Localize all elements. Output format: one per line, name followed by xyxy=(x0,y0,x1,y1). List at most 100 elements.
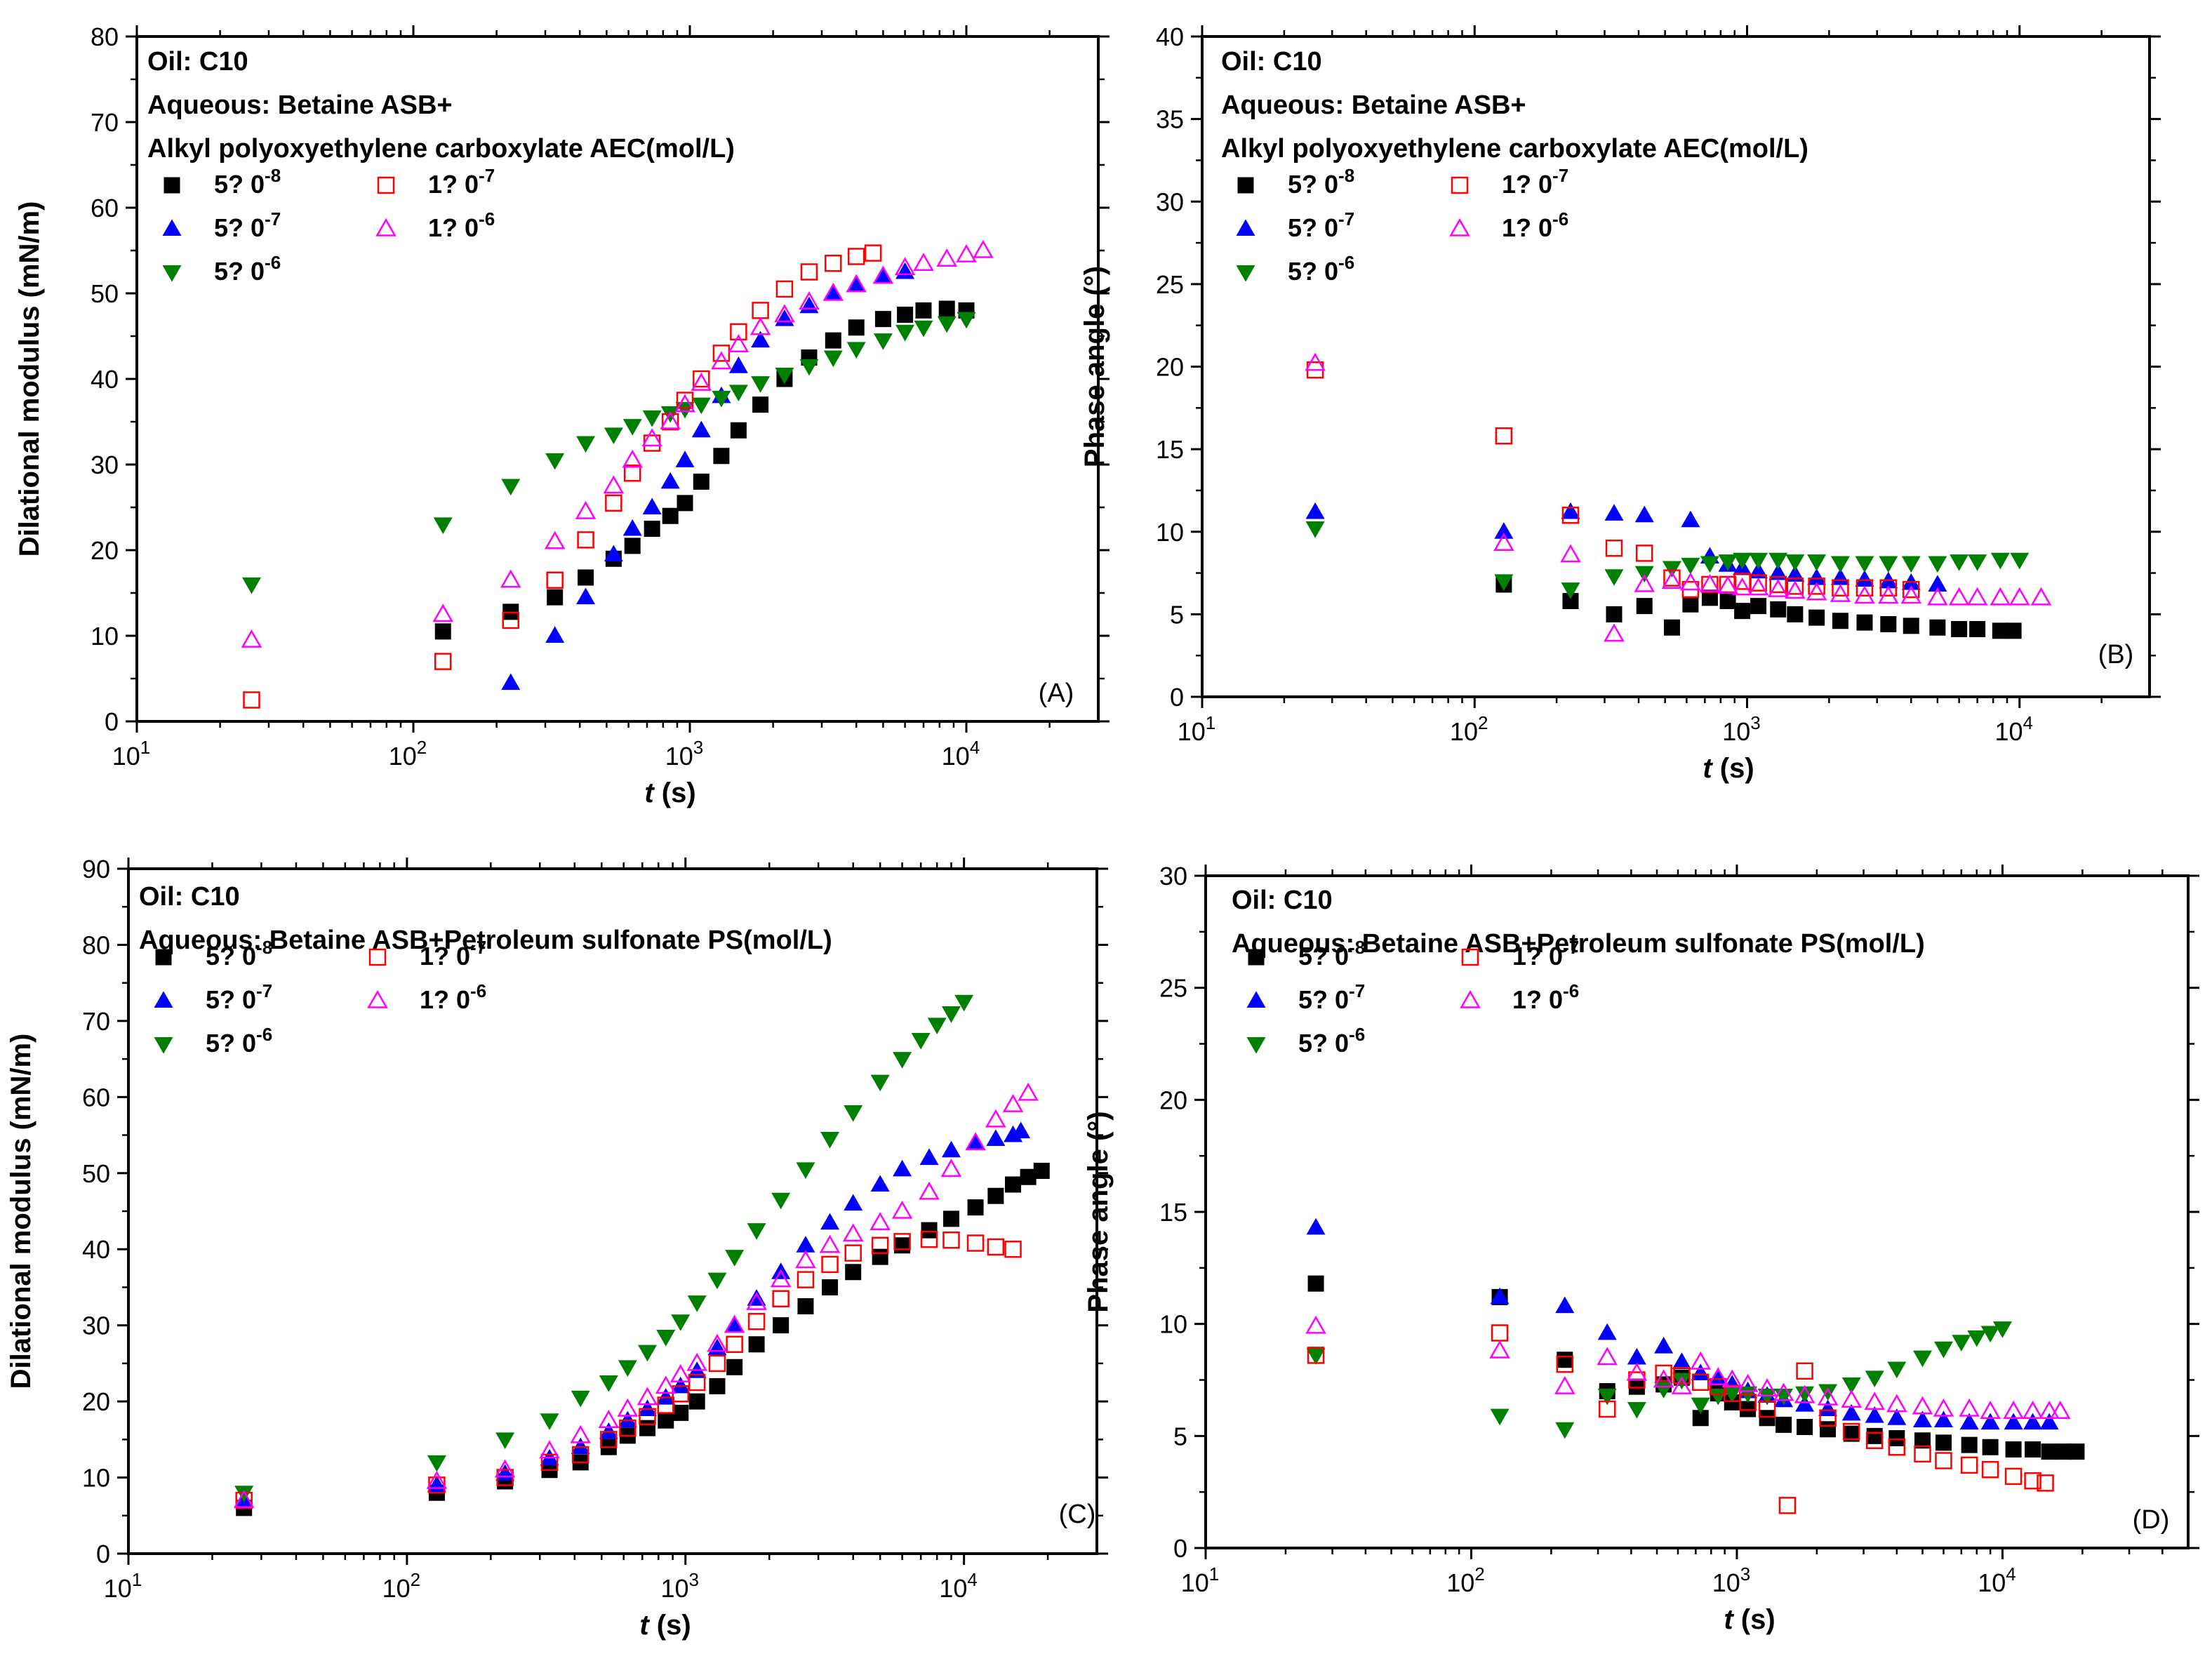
legend-marker xyxy=(375,218,397,236)
data-point xyxy=(1654,1336,1674,1354)
legend-label: 1? 0-7 xyxy=(1512,937,1579,970)
data-point xyxy=(546,571,564,589)
y-tick-label: 10 xyxy=(82,1464,110,1493)
data-point xyxy=(2049,1401,2071,1419)
data-point xyxy=(2022,1401,2044,1419)
data-point xyxy=(725,1316,745,1333)
legend-label: 5? 0-6 xyxy=(1288,252,1354,286)
data-point xyxy=(2004,1413,2023,1430)
data-point xyxy=(638,1399,658,1416)
legend-marker xyxy=(162,219,182,236)
data-point xyxy=(1734,603,1751,620)
data-point xyxy=(774,304,795,323)
data-point xyxy=(1636,598,1653,615)
data-point xyxy=(914,320,933,338)
data-point xyxy=(987,1238,1005,1256)
data-point xyxy=(1855,579,1874,596)
legend-marker xyxy=(368,948,387,966)
data-point xyxy=(2024,1472,2041,1490)
data-point xyxy=(820,1131,840,1149)
x-tick-label: 103 xyxy=(661,1569,700,1603)
data-point xyxy=(1557,1352,1573,1368)
data-point xyxy=(773,1317,789,1334)
data-point xyxy=(874,311,891,328)
x-tick-label: 103 xyxy=(665,737,704,771)
data-point xyxy=(872,265,894,284)
series-1? 0-6 xyxy=(233,1082,1039,1508)
series-1? 0-7 xyxy=(1306,361,1920,599)
data-point xyxy=(693,473,709,490)
data-point xyxy=(920,1230,938,1248)
data-point xyxy=(915,302,932,319)
series-5? 0-8 xyxy=(236,1163,1050,1516)
data-point xyxy=(1554,1375,1575,1394)
data-point xyxy=(895,324,915,342)
data-point xyxy=(724,1314,745,1333)
data-point xyxy=(927,1018,947,1034)
data-point xyxy=(598,1410,620,1428)
data-point xyxy=(599,1422,618,1439)
data-point xyxy=(675,401,695,419)
data-point xyxy=(639,1408,656,1426)
data-point xyxy=(671,1376,691,1394)
data-point xyxy=(893,1159,912,1177)
legend-marker xyxy=(1449,218,1470,236)
data-point xyxy=(1959,1413,1979,1430)
data-point xyxy=(941,1006,961,1023)
data-point xyxy=(1855,556,1874,573)
series-5? 0-6 xyxy=(1305,521,2030,599)
legend-marker xyxy=(1451,176,1469,194)
y-tick-label: 35 xyxy=(1156,105,1184,134)
data-point xyxy=(894,257,916,276)
data-point xyxy=(1672,1373,1691,1390)
data-point xyxy=(434,653,452,670)
data-point xyxy=(1663,619,1680,636)
data-point xyxy=(711,351,732,370)
x-tick-label: 102 xyxy=(389,737,427,771)
series-5? 0-6 xyxy=(234,994,974,1502)
data-point xyxy=(891,1200,913,1219)
data-point xyxy=(1929,619,1946,636)
data-point xyxy=(1785,554,1805,571)
data-point xyxy=(1690,1351,1712,1370)
data-point xyxy=(1820,1421,1837,1438)
data-point xyxy=(545,453,565,470)
data-point xyxy=(1842,1422,1860,1441)
data-point xyxy=(603,475,625,494)
data-point xyxy=(624,538,641,554)
data-point xyxy=(1597,1323,1617,1340)
data-point xyxy=(496,1469,514,1486)
data-point xyxy=(845,1264,862,1281)
data-point xyxy=(658,1412,674,1429)
data-point xyxy=(1721,1369,1743,1388)
data-point xyxy=(432,603,454,622)
data-point xyxy=(1856,614,1873,631)
y-tick-label: 0 xyxy=(1170,683,1184,712)
series-5? 0-6 xyxy=(1306,1321,2012,1439)
data-point xyxy=(657,1396,674,1414)
data-point xyxy=(726,1359,743,1375)
data-point xyxy=(691,372,712,391)
y-tick-label: 0 xyxy=(96,1540,110,1568)
data-point xyxy=(1785,580,1806,599)
data-point xyxy=(235,1491,253,1509)
data-point xyxy=(1818,1384,1838,1401)
data-point xyxy=(540,1413,559,1430)
legend-label: 5? 0-7 xyxy=(1288,208,1354,242)
legend-marker xyxy=(164,177,180,194)
data-point xyxy=(956,244,977,262)
data-point xyxy=(638,1345,658,1362)
data-point xyxy=(957,312,976,329)
data-point xyxy=(823,350,843,368)
data-point xyxy=(1961,1436,1978,1453)
data-point xyxy=(1606,606,1623,622)
data-point xyxy=(1680,572,1701,591)
data-point xyxy=(1673,1366,1691,1385)
data-point xyxy=(545,626,565,643)
data-point xyxy=(578,569,594,586)
y-tick-label: 10 xyxy=(1159,1310,1187,1339)
data-point xyxy=(494,1459,516,1478)
data-point xyxy=(655,1375,677,1394)
data-point xyxy=(644,521,660,537)
data-point xyxy=(1033,1163,1050,1180)
